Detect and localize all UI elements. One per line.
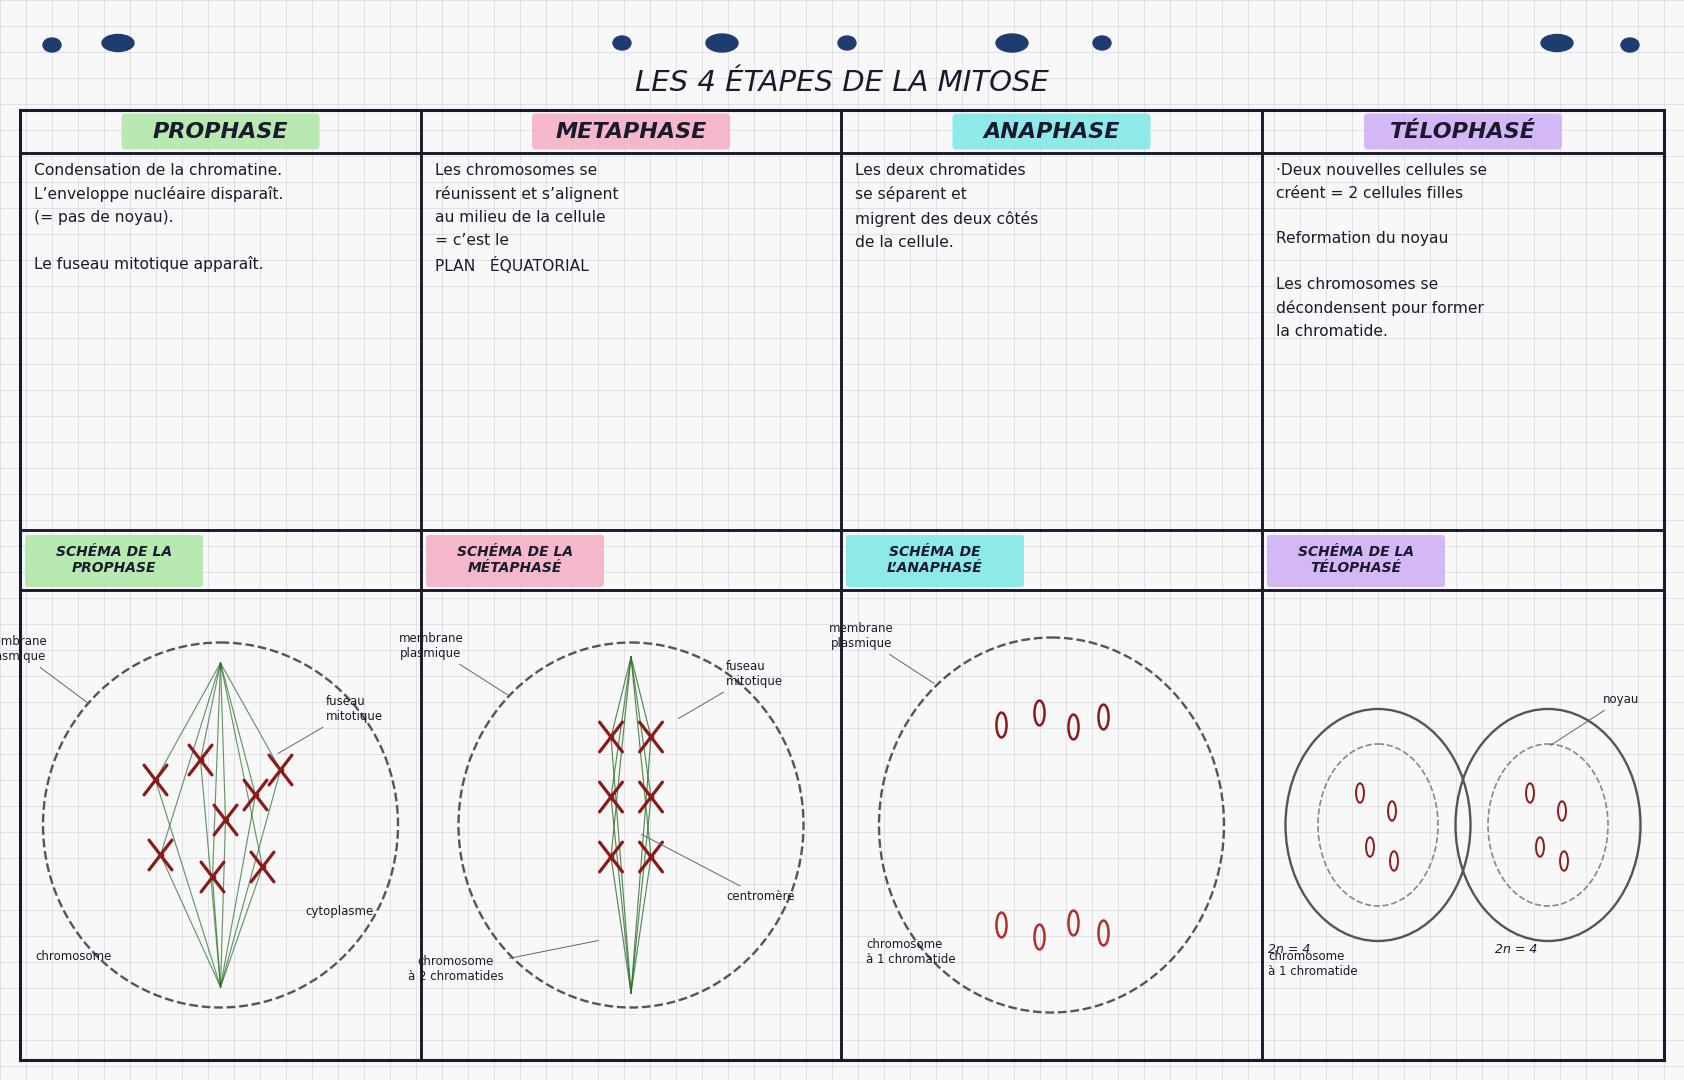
Text: membrane
plasmique: membrane plasmique — [0, 635, 88, 703]
Text: noyau: noyau — [1551, 693, 1640, 745]
Text: membrane
plasmique: membrane plasmique — [399, 632, 509, 696]
Text: Les deux chromatides
se séparent et
migrent des deux côtés
de la cellule.: Les deux chromatides se séparent et migr… — [855, 163, 1039, 249]
Ellipse shape — [613, 36, 632, 50]
Text: centromère: centromère — [642, 834, 795, 903]
Text: SCHÉMA DE LA
TÉLOPHASÉ: SCHÉMA DE LA TÉLOPHASÉ — [1298, 545, 1415, 575]
FancyBboxPatch shape — [953, 113, 1150, 149]
Text: chromosome
à 2 chromatides: chromosome à 2 chromatides — [408, 941, 598, 983]
Text: SCHÉMA DE LA
MÉTAPHASÉ: SCHÉMA DE LA MÉTAPHASÉ — [456, 545, 573, 575]
Text: SCHÉMA DE
L’ANAPHASÉ: SCHÉMA DE L’ANAPHASÉ — [887, 545, 983, 575]
FancyBboxPatch shape — [25, 535, 204, 588]
Text: cytoplasme: cytoplasme — [305, 905, 374, 918]
Text: membrane
plasmique: membrane plasmique — [829, 622, 935, 684]
FancyBboxPatch shape — [845, 535, 1024, 588]
Ellipse shape — [1093, 36, 1111, 50]
Text: Condensation de la chromatine.
L’enveloppe nucléaire disparaît.
(= pas de noyau): Condensation de la chromatine. L’envelop… — [34, 163, 283, 272]
Text: SCHÉMA DE LA
PROPHASE: SCHÉMA DE LA PROPHASE — [56, 545, 172, 575]
FancyBboxPatch shape — [121, 113, 320, 149]
Text: METAPHASE: METAPHASE — [556, 121, 707, 141]
Text: LES 4 ÉTAPES DE LA MITOSE: LES 4 ÉTAPES DE LA MITOSE — [635, 69, 1049, 97]
FancyBboxPatch shape — [1364, 113, 1563, 149]
Ellipse shape — [103, 35, 135, 52]
Text: Les chromosomes se
réunissent et s’alignent
au milieu de la cellule
= c’est le
P: Les chromosomes se réunissent et s’align… — [434, 163, 618, 274]
Text: chromosome
à 1 chromatide: chromosome à 1 chromatide — [867, 939, 957, 966]
Text: fuseau
mitotique: fuseau mitotique — [278, 696, 382, 754]
Text: PROPHASE: PROPHASE — [153, 121, 288, 141]
FancyBboxPatch shape — [426, 535, 605, 588]
FancyBboxPatch shape — [532, 113, 729, 149]
Text: 2n = 4: 2n = 4 — [1268, 943, 1310, 956]
Text: chromosome: chromosome — [35, 950, 111, 963]
Text: TÉLOPHASÉ: TÉLOPHASÉ — [1389, 121, 1536, 141]
Ellipse shape — [839, 36, 855, 50]
Text: fuseau
mitotique: fuseau mitotique — [679, 660, 783, 718]
Ellipse shape — [1622, 38, 1639, 52]
Text: 2n = 4: 2n = 4 — [1495, 943, 1537, 956]
Text: chromosome
à 1 chromatide: chromosome à 1 chromatide — [1268, 950, 1357, 978]
Ellipse shape — [995, 33, 1027, 52]
Text: ANAPHASE: ANAPHASE — [983, 121, 1120, 141]
Ellipse shape — [44, 38, 61, 52]
Ellipse shape — [706, 33, 738, 52]
FancyBboxPatch shape — [1266, 535, 1445, 588]
Ellipse shape — [1541, 35, 1573, 52]
Text: ·Deux nouvelles cellules se
créent = 2 cellules filles

Reformation du noyau

Le: ·Deux nouvelles cellules se créent = 2 c… — [1276, 163, 1487, 339]
